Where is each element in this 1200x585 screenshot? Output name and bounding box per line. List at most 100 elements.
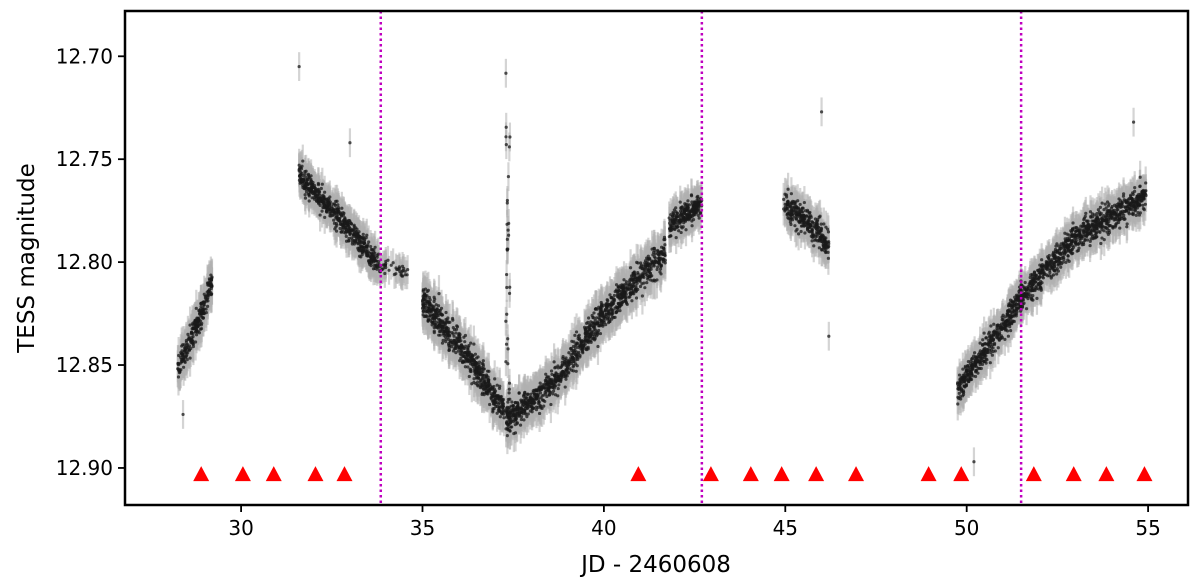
data-point bbox=[374, 263, 378, 267]
data-point bbox=[311, 180, 315, 185]
data-point bbox=[303, 196, 308, 200]
data-point bbox=[337, 218, 341, 223]
data-point bbox=[183, 360, 187, 364]
data-point bbox=[194, 318, 198, 322]
data-point bbox=[320, 182, 324, 186]
data-point bbox=[297, 163, 301, 167]
data-point bbox=[182, 355, 186, 359]
data-point bbox=[320, 197, 324, 201]
data-point bbox=[201, 316, 205, 320]
data-point bbox=[325, 210, 329, 214]
data-point bbox=[356, 241, 360, 245]
data-point bbox=[312, 196, 316, 200]
data-point bbox=[339, 230, 343, 234]
data-point bbox=[205, 297, 209, 301]
data-point bbox=[202, 303, 206, 307]
data-point bbox=[303, 193, 307, 197]
data-point bbox=[306, 172, 311, 176]
data-point bbox=[349, 236, 354, 240]
data-point bbox=[357, 254, 362, 258]
data-point bbox=[352, 234, 356, 238]
data-point bbox=[335, 199, 339, 203]
data-point bbox=[352, 224, 356, 229]
data-point bbox=[372, 250, 376, 254]
data-point bbox=[209, 278, 214, 282]
data-point bbox=[307, 175, 311, 179]
data-point bbox=[199, 323, 203, 327]
data-point bbox=[354, 229, 358, 234]
data-point bbox=[337, 209, 341, 213]
data-point bbox=[373, 245, 377, 249]
data-point bbox=[320, 209, 324, 213]
data-point bbox=[319, 186, 323, 191]
data-point bbox=[319, 200, 323, 204]
data-point bbox=[190, 339, 194, 343]
data-point bbox=[188, 323, 192, 327]
data-point bbox=[312, 185, 316, 189]
data-point bbox=[199, 302, 203, 306]
data-point bbox=[195, 322, 199, 326]
data-point bbox=[329, 214, 333, 218]
data-point bbox=[339, 213, 343, 217]
data-point bbox=[179, 358, 184, 362]
data-point bbox=[188, 356, 192, 360]
data-point bbox=[191, 334, 195, 339]
data-point bbox=[358, 248, 363, 252]
data-point bbox=[179, 368, 183, 372]
data-point bbox=[369, 255, 374, 259]
data-point bbox=[326, 200, 330, 204]
data-point bbox=[304, 169, 308, 173]
data-point bbox=[191, 323, 195, 327]
data-point bbox=[190, 327, 194, 331]
data-point bbox=[194, 324, 198, 329]
data-point bbox=[190, 341, 195, 345]
data-point bbox=[307, 194, 311, 198]
data-point bbox=[309, 191, 313, 195]
data-point bbox=[352, 227, 356, 231]
data-point bbox=[301, 159, 305, 163]
data-point bbox=[209, 273, 213, 277]
data-point bbox=[207, 280, 211, 285]
data-point bbox=[369, 263, 373, 268]
data-point bbox=[199, 311, 203, 315]
data-point bbox=[191, 344, 195, 349]
data-point bbox=[209, 293, 213, 297]
data-point bbox=[184, 354, 188, 359]
data-point bbox=[180, 349, 184, 353]
data-point bbox=[184, 351, 188, 355]
data-point bbox=[318, 193, 322, 198]
data-point bbox=[318, 213, 322, 217]
data-point bbox=[353, 240, 357, 244]
data-point bbox=[177, 370, 182, 375]
data-point bbox=[205, 304, 210, 309]
data-point bbox=[375, 253, 379, 257]
data-point bbox=[330, 205, 334, 209]
data-point bbox=[334, 211, 338, 215]
data-point bbox=[369, 261, 373, 265]
data-point bbox=[361, 232, 365, 236]
data-point bbox=[334, 221, 338, 226]
data-point bbox=[369, 244, 373, 249]
data-point bbox=[195, 328, 199, 333]
data-point bbox=[315, 195, 319, 199]
data-point bbox=[323, 215, 327, 219]
data-point bbox=[177, 353, 181, 358]
data-point bbox=[367, 240, 371, 244]
data-point bbox=[314, 190, 318, 194]
data-point bbox=[209, 284, 213, 289]
data-point bbox=[176, 375, 181, 379]
data-point bbox=[347, 224, 351, 229]
plot-area bbox=[176, 11, 1153, 505]
data-point bbox=[360, 253, 364, 257]
data-point bbox=[372, 256, 377, 260]
data-point bbox=[370, 248, 375, 252]
data-point bbox=[363, 237, 367, 241]
data-point bbox=[334, 229, 339, 233]
data-point bbox=[187, 337, 191, 341]
data-point bbox=[315, 188, 320, 192]
data-point bbox=[307, 199, 311, 203]
data-point bbox=[316, 181, 320, 186]
data-point bbox=[299, 170, 303, 174]
data-point bbox=[298, 173, 302, 177]
